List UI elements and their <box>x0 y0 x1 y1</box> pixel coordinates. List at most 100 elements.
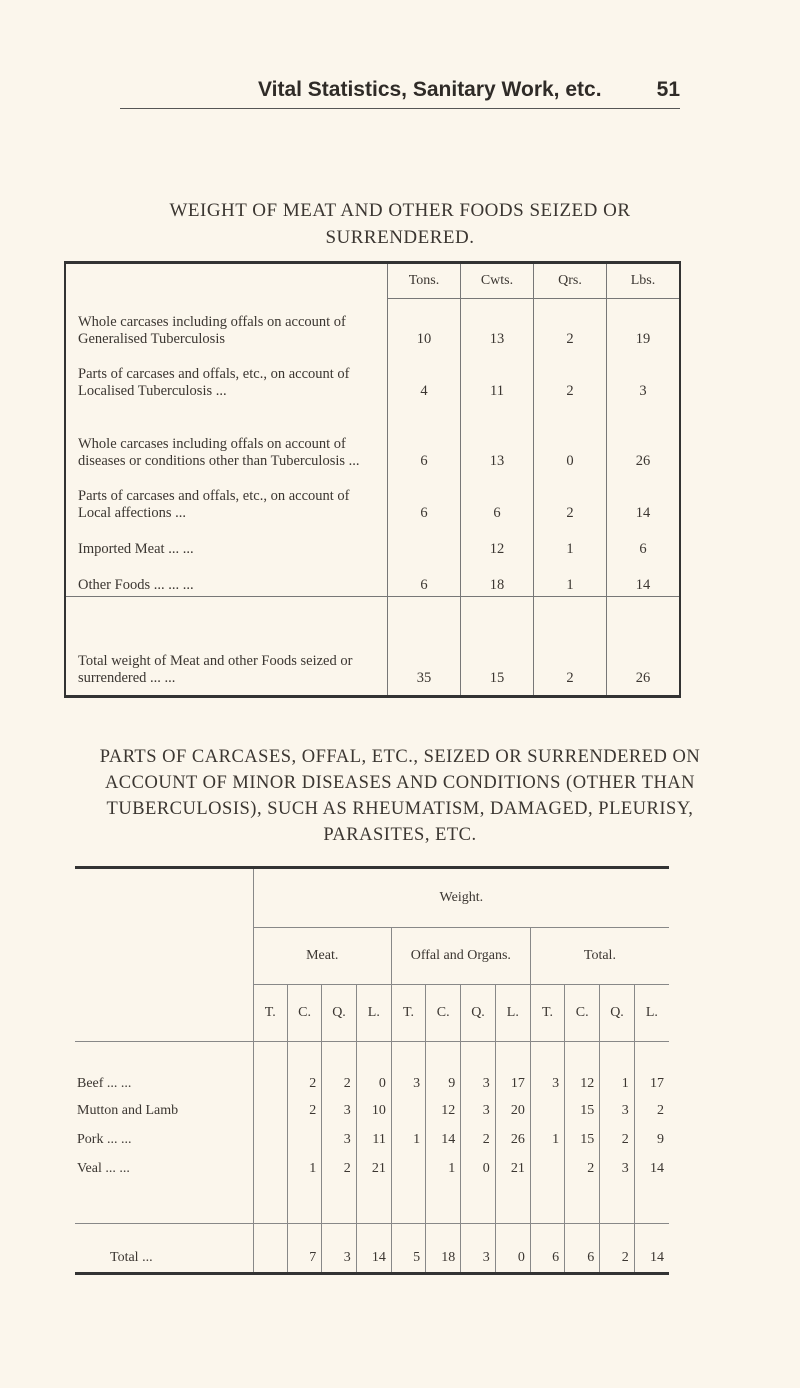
unit-header: T. <box>390 984 426 1042</box>
group-header: Meat. <box>252 927 392 985</box>
cell: 6 <box>564 1223 600 1274</box>
cell: 1 <box>533 524 607 560</box>
unit-header: C. <box>425 984 461 1042</box>
header-rule <box>120 108 680 109</box>
cell: 6 <box>529 1223 565 1274</box>
cell: 2 <box>533 596 607 697</box>
cell: 35 <box>387 596 461 697</box>
row-label: Veal ... ... <box>77 1160 130 1176</box>
header-title: Vital Statistics, Sanitary Work, etc. <box>258 78 602 101</box>
col-header: Qrs. <box>533 262 607 299</box>
col-header: Lbs. <box>606 262 680 299</box>
cell: 1 <box>390 1125 426 1154</box>
cell: 4 <box>387 350 461 402</box>
cell: 1 <box>286 1154 322 1183</box>
cell: 17 <box>633 1041 669 1096</box>
table-row: Imported Meat ... ... 12 1 6 <box>65 524 680 560</box>
unit-header: T. <box>529 984 565 1042</box>
unit-header-row: T. C. Q. L. T. C. Q. L. T. C. Q. L. <box>75 984 669 1042</box>
cell: 15 <box>564 1125 600 1154</box>
cell: 26 <box>494 1125 531 1154</box>
unit-header: L. <box>633 984 669 1042</box>
cell: 0 <box>494 1223 531 1274</box>
cell: 3 <box>321 1223 357 1274</box>
cell: 12 <box>564 1041 600 1096</box>
cell <box>390 1096 426 1125</box>
cell: 3 <box>460 1041 496 1096</box>
unit-header: C. <box>564 984 600 1042</box>
row-label: Parts of carcases and offals, etc., on a… <box>78 488 350 521</box>
cell: 2 <box>599 1125 635 1154</box>
cell: 15 <box>460 596 534 697</box>
weight-header-row: Weight. <box>75 867 669 1042</box>
cell <box>252 1154 288 1183</box>
table2-total-row: Total ... 7 3 14 5 18 3 0 6 6 2 14 <box>75 1223 669 1274</box>
cell: 10 <box>355 1096 392 1125</box>
unit-header: L. <box>355 984 392 1042</box>
cell: 10 <box>387 298 461 350</box>
cell <box>252 1041 288 1096</box>
cell: 14 <box>633 1154 669 1183</box>
row-label: Pork ... ... <box>77 1131 132 1147</box>
table-row: Whole carcases including offals on accou… <box>65 402 680 472</box>
unit-header: Q. <box>460 984 496 1042</box>
cell: 14 <box>606 472 680 524</box>
minor-diseases-table: Weight. Meat. Offal and Organs. Total. T… <box>75 866 669 1275</box>
unit-header: Q. <box>599 984 635 1042</box>
cell: 2 <box>599 1223 635 1274</box>
cell: 12 <box>460 524 534 560</box>
cell: 15 <box>564 1096 600 1125</box>
cell: 2 <box>533 472 607 524</box>
cell: 0 <box>355 1041 392 1096</box>
table1-header-row: Tons. Cwts. Qrs. Lbs. <box>65 262 680 299</box>
cell <box>286 1125 322 1154</box>
unit-header: Q. <box>321 984 357 1042</box>
table1-total-row: Total weight of Meat and other Foods sei… <box>65 596 680 697</box>
row-label: Total ... <box>75 1223 254 1274</box>
running-header: Vital Statistics, Sanitary Work, etc. 51 <box>120 78 680 106</box>
cell: 17 <box>494 1041 531 1096</box>
cell: 2 <box>633 1096 669 1125</box>
cell <box>252 1096 288 1125</box>
cell: 7 <box>286 1223 322 1274</box>
cell: 1 <box>529 1125 565 1154</box>
cell: 19 <box>606 298 680 350</box>
cell: 3 <box>529 1041 565 1096</box>
weight-table: Tons. Cwts. Qrs. Lbs. Whole carcases inc… <box>64 261 681 698</box>
cell: 20 <box>494 1096 531 1125</box>
group-header: Offal and Organs. <box>390 927 531 985</box>
cell <box>529 1096 565 1125</box>
page-number: 51 <box>656 78 680 101</box>
row-label: Total weight of Meat and other Foods sei… <box>65 596 388 697</box>
cell: 14 <box>425 1125 461 1154</box>
table-row: Beef ... ... 2 2 0 3 9 3 17 3 12 1 17 <box>75 1041 669 1096</box>
cell: 14 <box>633 1223 669 1274</box>
table-row: Parts of carcases and offals, etc., on a… <box>65 472 680 524</box>
cell <box>390 1154 426 1183</box>
row-label: Mutton and Lamb <box>77 1102 179 1118</box>
cell: 2 <box>286 1096 322 1125</box>
table2-title: PARTS OF CARCASES, OFFAL, ETC., SEIZED O… <box>99 747 701 845</box>
cell: 5 <box>390 1223 426 1274</box>
cell: 2 <box>321 1154 357 1183</box>
cell <box>252 1125 288 1154</box>
cell: 6 <box>387 560 461 597</box>
col-header: Cwts. <box>460 262 534 299</box>
row-label: Other Foods ... ... ... <box>78 577 194 593</box>
table-row: Pork ... ... 3 11 1 14 2 26 1 15 2 9 <box>75 1125 669 1154</box>
cell: 13 <box>460 298 534 350</box>
cell: 3 <box>321 1096 357 1125</box>
cell: 12 <box>425 1096 461 1125</box>
row-label: Parts of carcases and offals, etc., on a… <box>78 366 350 399</box>
spacer-row <box>75 1183 669 1224</box>
cell: 11 <box>355 1125 392 1154</box>
cell: 21 <box>494 1154 531 1183</box>
cell: 3 <box>599 1096 635 1125</box>
cell: 2 <box>460 1125 496 1154</box>
cell: 0 <box>460 1154 496 1183</box>
unit-header: L. <box>494 984 531 1042</box>
table1-title: WEIGHT OF MEAT AND OTHER FOODS SEIZED OR… <box>169 200 631 248</box>
cell: 2 <box>286 1041 322 1096</box>
cell: 1 <box>425 1154 461 1183</box>
cell: 6 <box>606 524 680 560</box>
